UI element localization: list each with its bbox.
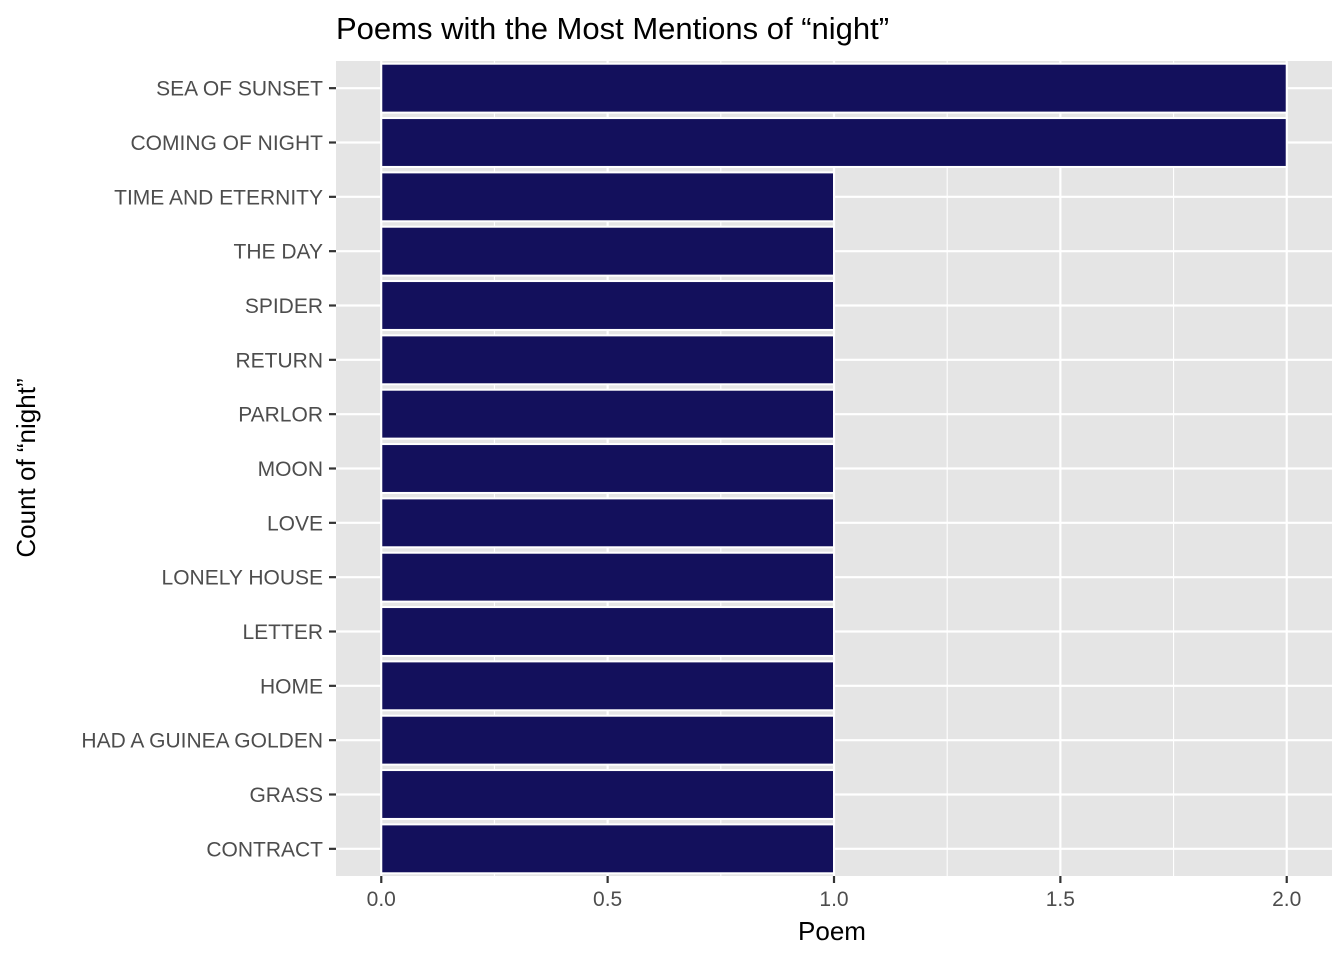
y-tick-label: RETURN (236, 349, 324, 372)
y-tick-label: TIME AND ETERNITY (114, 186, 323, 209)
bars (380, 62, 1288, 875)
x-tick-label: 0.5 (593, 888, 622, 911)
y-tick-label: SEA OF SUNSET (156, 78, 323, 101)
bar (380, 823, 835, 875)
y-axis: SEA OF SUNSET COMING OF NIGHT TIME AND ETE… (81, 78, 336, 861)
bar (380, 497, 835, 549)
x-tick-label: 1.5 (1046, 888, 1075, 911)
x-axis-title: Poem (798, 916, 866, 946)
bar (380, 606, 835, 657)
bar (380, 388, 835, 440)
y-tick-label: COMING OF NIGHT (131, 132, 324, 155)
bar (380, 714, 835, 766)
bar (380, 660, 835, 712)
y-tick-label: HAD A GUINEA GOLDEN (81, 730, 323, 753)
y-tick-label: MOON (258, 458, 323, 481)
y-tick-label: LONELY HOUSE (162, 567, 323, 590)
bar (380, 443, 835, 494)
bar (380, 334, 835, 386)
x-tick-label: 1.0 (819, 888, 848, 911)
x-tick-label: 0.0 (367, 888, 396, 911)
bar (380, 769, 835, 820)
y-tick-label: HOME (260, 675, 323, 698)
y-axis-title: Count of “night” (11, 378, 41, 557)
bar (380, 551, 835, 603)
y-tick-label: GRASS (249, 784, 323, 807)
bar (380, 225, 835, 277)
bar (380, 117, 1288, 168)
x-axis: 0.0 0.5 1.0 1.5 2.0 (367, 876, 1301, 911)
x-tick-label: 2.0 (1272, 888, 1301, 911)
bar (380, 171, 835, 223)
bar (380, 280, 835, 331)
y-tick-label: PARLOR (238, 404, 323, 427)
y-tick-label: THE DAY (234, 241, 323, 264)
bar (380, 62, 1288, 114)
y-tick-label: LOVE (267, 512, 323, 535)
y-tick-label: CONTRACT (206, 838, 323, 861)
y-tick-label: LETTER (242, 621, 323, 644)
y-tick-label: SPIDER (245, 295, 323, 318)
chart-title: Poems with the Most Mentions of “night” (336, 11, 889, 46)
